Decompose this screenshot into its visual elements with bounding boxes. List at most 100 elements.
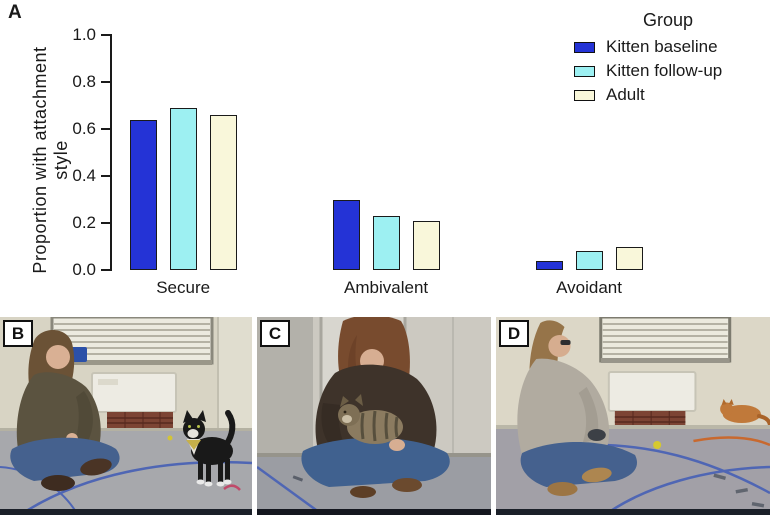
bar-avoidant-adult bbox=[615, 246, 643, 270]
y-tick-label: 1.0 bbox=[72, 25, 96, 44]
cat-ear bbox=[340, 396, 349, 407]
bar-ambivalent-adult bbox=[412, 220, 440, 270]
y-tick-label: 0.6 bbox=[72, 119, 96, 138]
legend-title: Group bbox=[642, 10, 694, 30]
woman-face bbox=[46, 345, 70, 369]
attachment-style-bar-chart: A Proportion with attachment style 0.0 0.… bbox=[8, 2, 764, 297]
tape-piece bbox=[292, 475, 304, 482]
cat-ear bbox=[721, 399, 727, 405]
blue-bucket bbox=[70, 347, 87, 362]
cat-stripe bbox=[384, 412, 389, 440]
woman-arm bbox=[74, 391, 93, 445]
photo-d-illustration bbox=[496, 317, 770, 515]
woman-boot bbox=[392, 478, 422, 492]
legend-item-kitten-baseline: Kitten baseline bbox=[572, 35, 764, 59]
baseboard bbox=[0, 428, 252, 432]
cat-stripe bbox=[360, 412, 365, 440]
tabby-cat-figure bbox=[338, 394, 403, 444]
window-blinds-icon bbox=[50, 317, 214, 365]
tape-piece bbox=[735, 487, 749, 494]
woman-jeans bbox=[301, 437, 450, 487]
cat-head bbox=[338, 404, 360, 426]
toy-ball-yellow bbox=[653, 441, 662, 449]
woman-hands-clasped bbox=[587, 429, 606, 441]
bar-avoidant-kitten-follow-up bbox=[575, 251, 603, 270]
cat-stripe bbox=[372, 410, 377, 442]
woman-hair-fringe bbox=[44, 337, 72, 351]
photo-panel-c: C bbox=[257, 317, 491, 515]
woman-figure bbox=[301, 317, 450, 498]
woman-boot bbox=[581, 467, 612, 483]
cat-paw bbox=[223, 479, 232, 485]
woman-figure bbox=[517, 320, 637, 496]
category-label-secure: Secure bbox=[156, 278, 211, 297]
y-tick-mark bbox=[101, 175, 110, 177]
woman-boot-2 bbox=[547, 482, 578, 496]
video-bottom-strip bbox=[257, 509, 491, 515]
y-tick-mark bbox=[101, 269, 110, 271]
orange-cat-figure bbox=[720, 399, 770, 427]
cat-ear bbox=[355, 394, 363, 406]
woman-boot bbox=[80, 458, 112, 476]
y-tick-mark bbox=[101, 128, 110, 130]
tape-piece bbox=[751, 501, 765, 508]
panel-b-label: B bbox=[3, 320, 33, 347]
y-tick-label: 0.0 bbox=[72, 260, 96, 279]
cat-bandana bbox=[186, 440, 201, 450]
floor-line-orange bbox=[693, 436, 770, 447]
category-label-avoidant: Avoidant bbox=[556, 278, 622, 297]
bar-secure-kitten-baseline bbox=[129, 119, 157, 270]
cat-muzzle bbox=[187, 429, 199, 438]
wall-right bbox=[218, 317, 252, 431]
cat-paw bbox=[204, 481, 213, 487]
legend-label: Kitten follow-up bbox=[606, 61, 723, 80]
cat-eye bbox=[197, 425, 200, 428]
y-tick-label: 0.2 bbox=[72, 213, 96, 232]
y-axis-title: Proportion with attachment style bbox=[30, 46, 71, 274]
window-blinds-icon bbox=[599, 317, 732, 363]
photo-panel-b: B bbox=[0, 317, 252, 515]
y-axis-line bbox=[110, 34, 112, 271]
cat-eye bbox=[188, 425, 191, 428]
cat-muzzle bbox=[342, 415, 352, 423]
bar-secure-adult bbox=[209, 114, 237, 270]
legend-swatch bbox=[574, 89, 595, 101]
y-tick-label: 0.8 bbox=[72, 72, 96, 91]
legend-label: Adult bbox=[606, 85, 645, 104]
woman-boot-2 bbox=[350, 486, 376, 498]
photo-c-illustration bbox=[257, 317, 491, 515]
floor-line-blue bbox=[257, 465, 324, 515]
video-bottom-strip bbox=[0, 509, 252, 515]
woman-arm bbox=[321, 403, 347, 451]
cat-head bbox=[720, 402, 734, 416]
bar-ambivalent-kitten-follow-up bbox=[372, 215, 400, 270]
category-label-ambivalent: Ambivalent bbox=[344, 278, 429, 297]
cat-ear bbox=[728, 399, 734, 405]
cat-eye bbox=[343, 410, 347, 414]
brick-basket bbox=[107, 412, 173, 429]
tuxedo-cat-figure bbox=[183, 410, 236, 487]
cat-body bbox=[191, 437, 233, 465]
bar-ambivalent-kitten-baseline bbox=[332, 199, 360, 270]
baseboard bbox=[496, 425, 770, 429]
plot-area: 0.0 0.2 0.4 0.6 0.8 1.0 Secure Ambivalent Avoid… bbox=[72, 25, 660, 297]
panel-c-label: C bbox=[260, 320, 290, 347]
legend-label: Kitten baseline bbox=[606, 37, 718, 56]
panel-d-label: D bbox=[499, 320, 529, 347]
toy-wand-pink bbox=[223, 484, 241, 491]
woman-sweater bbox=[315, 364, 437, 453]
tape-piece bbox=[713, 473, 726, 481]
woman-arm bbox=[578, 387, 599, 443]
toy-yellow-2 bbox=[167, 435, 173, 441]
woman-glasses bbox=[560, 340, 571, 345]
cat-stripe bbox=[394, 416, 399, 438]
woman-hand-on-cat bbox=[389, 439, 405, 451]
legend-swatch bbox=[574, 41, 595, 53]
y-tick-label: 0.4 bbox=[72, 166, 96, 185]
radiator bbox=[607, 371, 697, 412]
woman-figure bbox=[10, 330, 120, 491]
legend-items: Kitten baseline Kitten follow-up Adult bbox=[572, 35, 764, 107]
radiator bbox=[91, 372, 177, 413]
legend: Group Kitten baseline Kitten follow-up Adu… bbox=[572, 10, 764, 107]
